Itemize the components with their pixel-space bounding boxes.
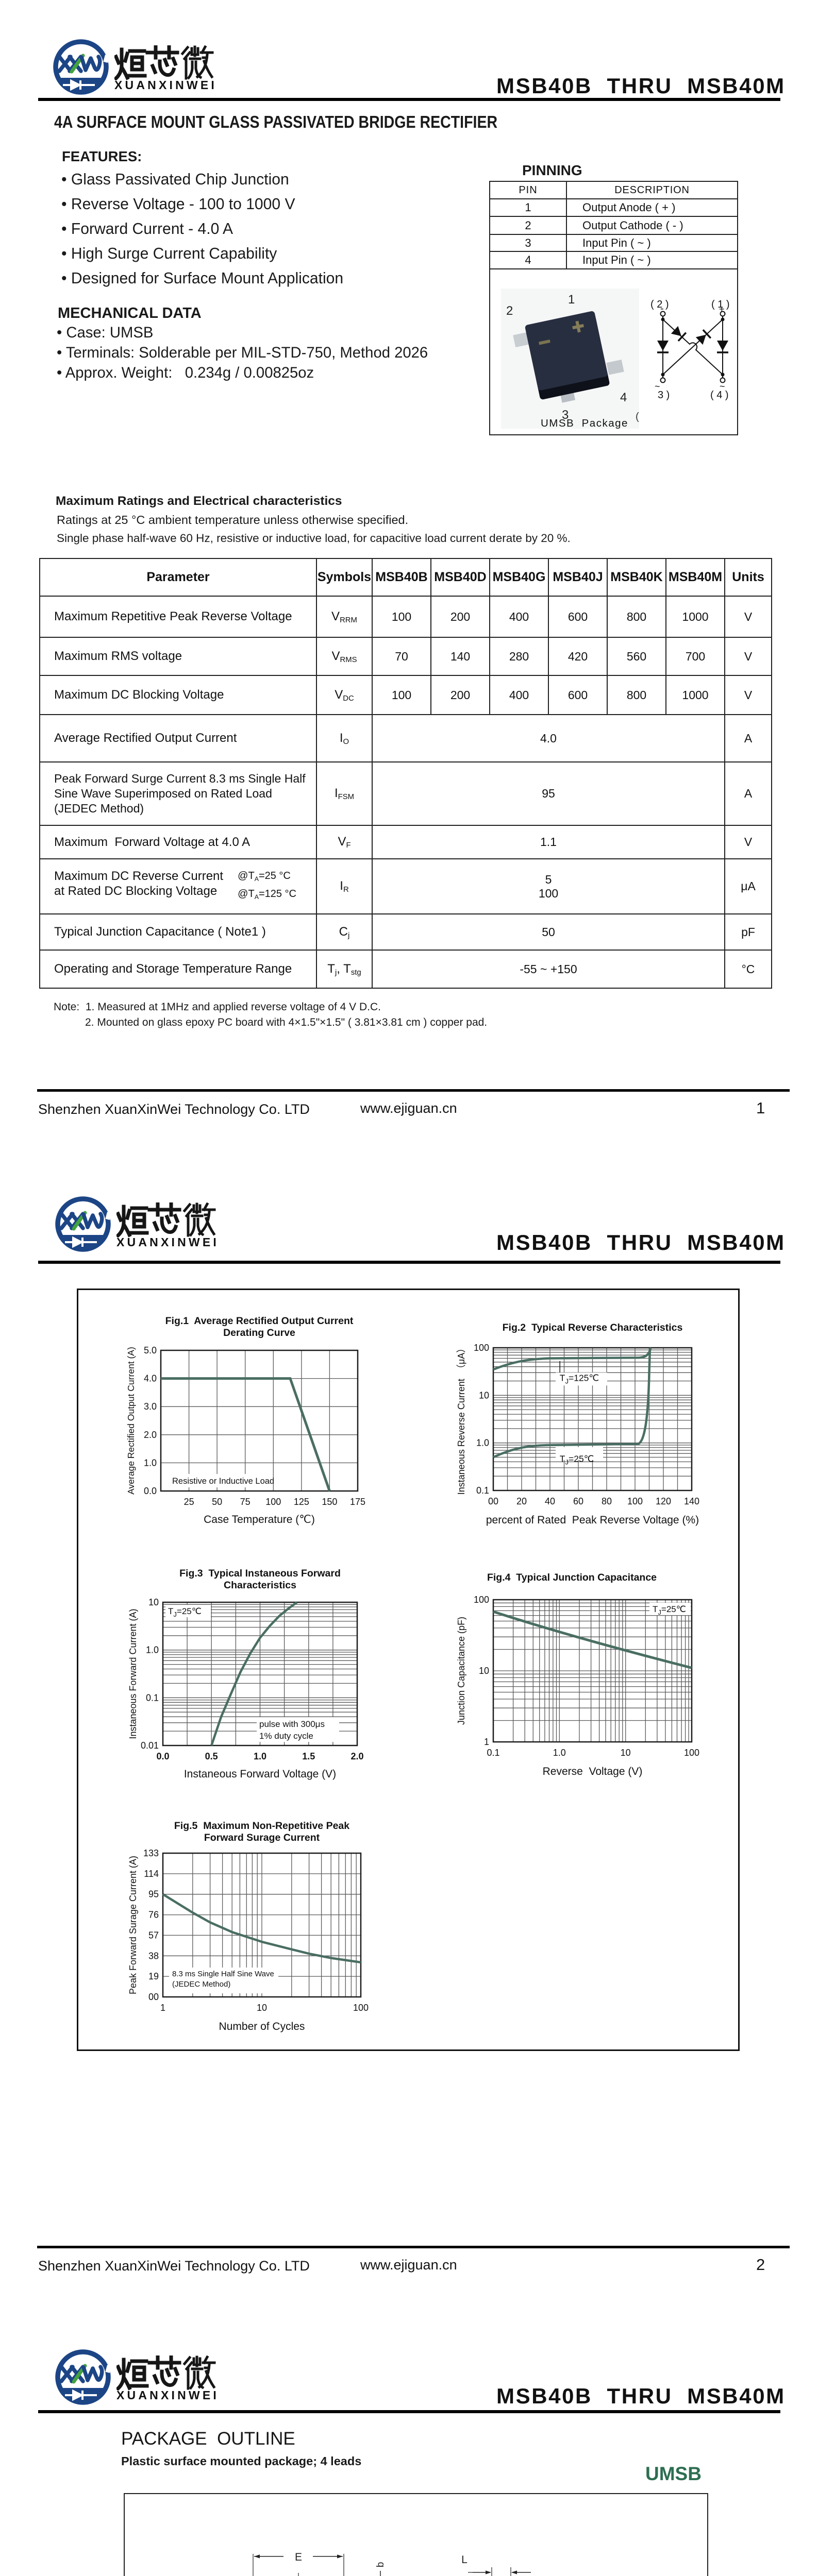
- svg-text:125: 125: [294, 1497, 309, 1507]
- svg-text:percent of Rated Peak Reverse: percent of Rated Peak Reverse Voltage (%…: [486, 1514, 699, 1526]
- svg-text:Instaneous Forward Voltage (V): Instaneous Forward Voltage (V): [184, 1768, 336, 1780]
- svg-text:( 4 ): ( 4 ): [710, 389, 729, 401]
- svg-text:TJ=25℃: TJ=25℃: [653, 1604, 686, 1616]
- svg-text:~: ~: [720, 381, 725, 392]
- svg-text:0.1: 0.1: [476, 1485, 489, 1496]
- svg-text:0.0: 0.0: [156, 1751, 169, 1761]
- svg-text:1.0: 1.0: [144, 1458, 157, 1468]
- svg-text:20: 20: [516, 1496, 527, 1506]
- svg-text:( 2 ): ( 2 ): [650, 299, 669, 310]
- svg-text:38: 38: [148, 1951, 159, 1961]
- svg-text:Characteristics: Characteristics: [224, 1580, 296, 1591]
- svg-text:Fig.5 Maximum Non-Repetitive: Fig.5 Maximum Non-Repetitive Peak: [174, 1820, 349, 1832]
- svg-text:133: 133: [143, 1848, 159, 1858]
- svg-text:140: 140: [684, 1496, 699, 1506]
- svg-text:(JEDEC Method): (JEDEC Method): [172, 1980, 230, 1989]
- svg-text:TJ=25℃: TJ=25℃: [168, 1606, 202, 1618]
- svg-text:120: 120: [656, 1496, 671, 1506]
- svg-text:0.1: 0.1: [487, 1748, 499, 1758]
- svg-text:1.0: 1.0: [553, 1748, 566, 1758]
- svg-text:Fig.3 Typical Instaneous Forw: Fig.3 Typical Instaneous Forward: [179, 1568, 341, 1579]
- svg-text:100: 100: [265, 1497, 281, 1507]
- svg-text:1.0: 1.0: [476, 1438, 489, 1448]
- svg-text:0.0: 0.0: [144, 1486, 157, 1496]
- svg-text:1% duty cycle: 1% duty cycle: [259, 1731, 313, 1741]
- svg-text:0.01: 0.01: [141, 1740, 159, 1751]
- svg-text:25: 25: [184, 1497, 194, 1507]
- svg-text:+: +: [719, 304, 725, 314]
- svg-text:Average Rectified Output Curre: Average Rectified Output Current (A): [126, 1347, 136, 1495]
- svg-text:175: 175: [350, 1497, 365, 1507]
- svg-text:4.0: 4.0: [144, 1374, 157, 1384]
- svg-text:~: ~: [655, 381, 660, 392]
- svg-text:40: 40: [545, 1496, 555, 1506]
- svg-text:50: 50: [212, 1497, 222, 1507]
- svg-text:L: L: [461, 2554, 468, 2566]
- svg-text:-: -: [660, 303, 664, 314]
- svg-text:( 1 ): ( 1 ): [711, 299, 730, 310]
- svg-text:Junction Capacitance (pF): Junction Capacitance (pF): [456, 1617, 466, 1725]
- svg-text:100: 100: [474, 1595, 489, 1605]
- svg-text:b: b: [375, 2562, 386, 2568]
- svg-text:75: 75: [240, 1497, 251, 1507]
- svg-text:8.3 ms Single Half Sine Wave: 8.3 ms Single Half Sine Wave: [172, 1970, 274, 1978]
- svg-text:10: 10: [257, 2003, 267, 2013]
- svg-text:Reverse Voltage (V): Reverse Voltage (V): [543, 1766, 643, 1777]
- svg-text:1.0: 1.0: [146, 1645, 159, 1655]
- svg-text:E: E: [295, 2551, 302, 2563]
- svg-text:80: 80: [602, 1496, 612, 1506]
- svg-text:Peak Forward Surage Current (A: Peak Forward Surage Current (A): [128, 1856, 138, 1994]
- svg-text:3 ): 3 ): [658, 389, 670, 401]
- svg-text:2.0: 2.0: [350, 1751, 363, 1761]
- svg-text:10: 10: [479, 1666, 489, 1676]
- svg-text:100: 100: [474, 1343, 489, 1353]
- svg-text:0.1: 0.1: [146, 1692, 159, 1703]
- svg-text:100: 100: [684, 1748, 699, 1758]
- svg-text:76: 76: [148, 1910, 159, 1920]
- svg-text:Fig.1 Average Rectified Outpu: Fig.1 Average Rectified Output Current: [165, 1315, 354, 1327]
- svg-text:57: 57: [148, 1930, 159, 1940]
- svg-text:150: 150: [322, 1497, 337, 1507]
- svg-text:1: 1: [484, 1737, 489, 1747]
- svg-text:19: 19: [148, 1971, 159, 1981]
- svg-text:100: 100: [627, 1496, 643, 1506]
- svg-text:95: 95: [148, 1889, 159, 1900]
- svg-text:0.5: 0.5: [205, 1751, 218, 1761]
- svg-text:10: 10: [479, 1390, 489, 1400]
- svg-text:114: 114: [144, 1869, 159, 1879]
- svg-text:10: 10: [148, 1597, 159, 1607]
- svg-text:1.0: 1.0: [254, 1751, 266, 1761]
- svg-text:Fig.4 Typical Junction Capaci: Fig.4 Typical Junction Capacitance: [487, 1572, 657, 1583]
- svg-text:Case Temperature (℃): Case Temperature (℃): [204, 1514, 315, 1526]
- svg-text:60: 60: [573, 1496, 583, 1506]
- svg-text:Fig.2 Typical Reverse Charact: Fig.2 Typical Reverse Characteristics: [503, 1322, 683, 1333]
- svg-text:100: 100: [353, 2003, 369, 2013]
- svg-text:10: 10: [621, 1748, 631, 1758]
- svg-text:1.5: 1.5: [302, 1751, 315, 1761]
- svg-text:pulse with 300μs: pulse with 300μs: [259, 1719, 325, 1729]
- svg-text:2.0: 2.0: [144, 1430, 157, 1440]
- svg-text:3.0: 3.0: [144, 1401, 157, 1412]
- svg-text:1: 1: [160, 2003, 165, 2013]
- svg-text:Instaneous Reverse Current （μ: Instaneous Reverse Current （μA）: [456, 1344, 466, 1495]
- svg-text:5.0: 5.0: [144, 1345, 157, 1355]
- svg-text:Forward Surage Current: Forward Surage Current: [204, 1832, 320, 1843]
- svg-text:00: 00: [488, 1496, 498, 1506]
- svg-text:Derating Curve: Derating Curve: [223, 1327, 295, 1338]
- svg-text:Resistive or Inductive Load: Resistive or Inductive Load: [172, 1477, 274, 1486]
- svg-text:Number of Cycles: Number of Cycles: [219, 2021, 305, 2032]
- svg-text:TJ=25℃: TJ=25℃: [560, 1453, 594, 1466]
- svg-text:00: 00: [148, 1992, 159, 2002]
- svg-text:Instaneous Forward Current (A): Instaneous Forward Current (A): [128, 1608, 138, 1739]
